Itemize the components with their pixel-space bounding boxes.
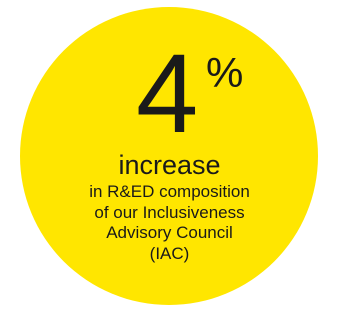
stat-figure: 4 % xyxy=(0,38,339,150)
yellow-circle xyxy=(20,7,318,305)
description-line: Advisory Council xyxy=(106,223,233,242)
stat-headline: increase xyxy=(118,150,221,180)
description-line: of our Inclusiveness xyxy=(94,202,245,222)
stat-value: 4 xyxy=(136,31,198,156)
stat-description: in R&ED composition of our Inclusiveness… xyxy=(0,182,339,264)
description-line: (IAC) xyxy=(149,243,190,263)
description-line: in R&ED composition xyxy=(89,182,250,201)
stat-unit: % xyxy=(206,49,244,96)
